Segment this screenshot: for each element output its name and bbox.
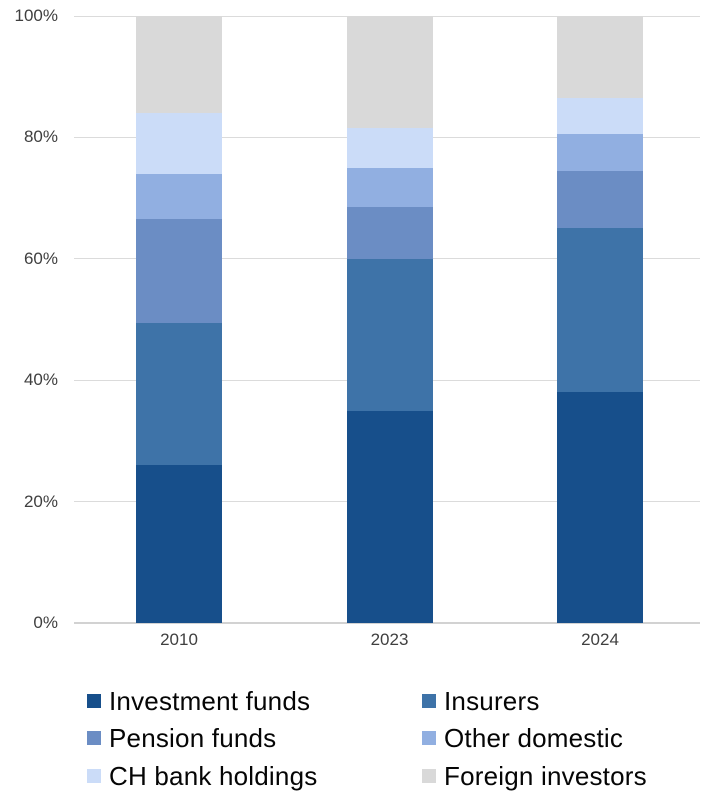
bar-segment-pension-funds-2010[interactable]	[136, 219, 222, 323]
bar-segment-ch-bank-holdings-2010[interactable]	[136, 113, 222, 174]
legend-swatch-icon-ch-bank-holdings	[87, 768, 101, 783]
bar-segment-ch-bank-holdings-2023[interactable]	[346, 128, 433, 168]
plot-area	[74, 15, 700, 624]
legend-label-insurers: Insurers	[444, 685, 540, 716]
bar-2024	[557, 16, 643, 623]
bar-segment-ch-bank-holdings-2024[interactable]	[557, 98, 643, 135]
x-tick-label-2024: 2024	[581, 630, 619, 649]
bar-segment-other-domestic-2010[interactable]	[136, 173, 222, 220]
legend-label-ch-bank-holdings: CH bank holdings	[109, 760, 318, 791]
y-tick-label-60: 60%	[23, 248, 58, 268]
legend-swatch-icon-investment-funds	[87, 693, 101, 708]
bar-2023	[346, 16, 433, 623]
legend-item-foreign-investors[interactable]: Foreign investors	[422, 757, 647, 793]
y-tick-label-0: 0%	[33, 613, 58, 632]
legend-label-pension-funds: Pension funds	[109, 723, 277, 754]
gridline-100	[74, 15, 700, 17]
legend-item-investment-funds[interactable]: Investment funds	[87, 682, 422, 720]
legend: Investment funds Insurers Pension funds Oth…	[87, 682, 647, 793]
legend-swatch-icon-pension-funds	[87, 731, 101, 746]
y-tick-label-80: 80%	[23, 127, 58, 147]
bar-segment-other-domestic-2023[interactable]	[346, 167, 433, 208]
bar-segment-investment-funds-2023[interactable]	[346, 410, 433, 623]
legend-swatch-icon-other-domestic	[422, 731, 436, 746]
bar-segment-pension-funds-2024[interactable]	[557, 170, 643, 229]
bar-segment-foreign-investors-2024[interactable]	[557, 16, 643, 98]
bar-segment-investment-funds-2010[interactable]	[136, 465, 222, 623]
bar-segment-foreign-investors-2023[interactable]	[346, 16, 433, 129]
bar-2010	[136, 16, 222, 623]
legend-item-other-domestic[interactable]: Other domestic	[422, 720, 647, 758]
y-tick-label-20: 20%	[23, 491, 58, 511]
legend-label-other-domestic: Other domestic	[444, 723, 624, 754]
legend-swatch-icon-insurers	[422, 693, 436, 708]
legend-label-foreign-investors: Foreign investors	[444, 760, 647, 791]
y-tick-label-100: 100%	[14, 6, 58, 25]
legend-swatch-icon-foreign-investors	[422, 768, 436, 783]
bar-segment-other-domestic-2024[interactable]	[557, 134, 643, 171]
bar-segment-insurers-2010[interactable]	[136, 322, 222, 466]
bar-segment-investment-funds-2024[interactable]	[557, 392, 643, 623]
legend-item-pension-funds[interactable]: Pension funds	[87, 720, 422, 758]
x-tick-label-2010: 2010	[160, 630, 198, 649]
bar-segment-foreign-investors-2010[interactable]	[136, 16, 222, 114]
bar-segment-pension-funds-2023[interactable]	[346, 207, 433, 259]
legend-label-investment-funds: Investment funds	[109, 685, 311, 716]
bar-segment-insurers-2024[interactable]	[557, 228, 643, 393]
legend-item-insurers[interactable]: Insurers	[422, 682, 647, 720]
legend-item-ch-bank-holdings[interactable]: CH bank holdings	[87, 757, 422, 793]
x-tick-label-2023: 2023	[370, 630, 409, 649]
y-tick-label-40: 40%	[23, 370, 58, 390]
bar-segment-insurers-2023[interactable]	[346, 258, 433, 411]
